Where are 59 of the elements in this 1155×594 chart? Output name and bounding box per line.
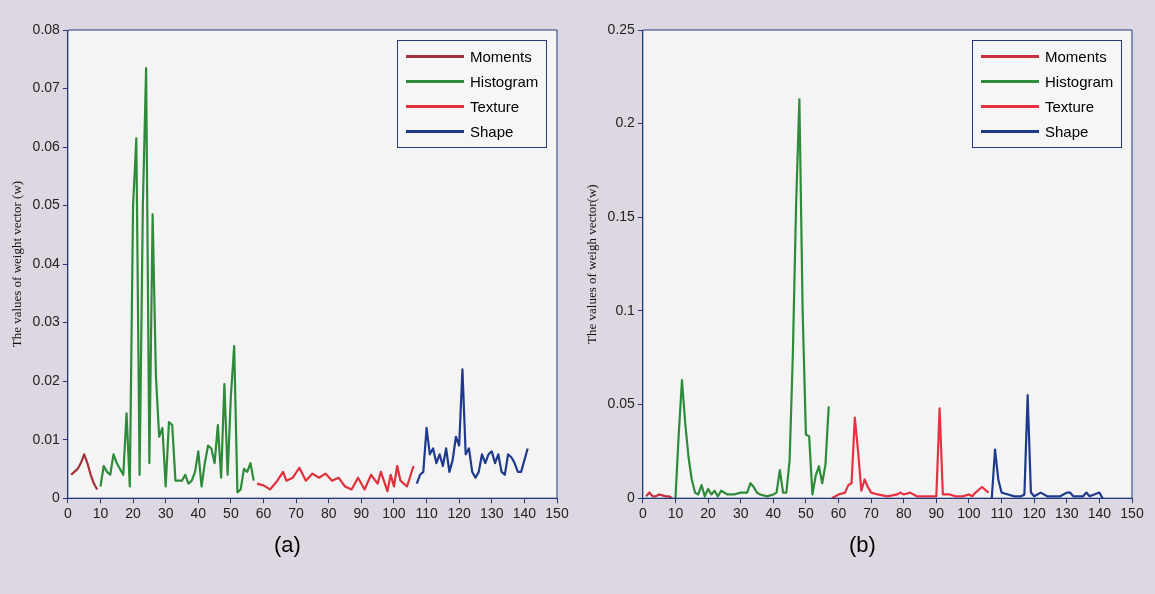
x-tick-label: 80 — [320, 505, 337, 522]
y-tick-label: 0.25 — [607, 20, 636, 37]
x-tick-label: 10 — [92, 505, 109, 522]
x-tick-label: 90 — [928, 505, 945, 522]
y-tick-label: 0.1 — [615, 301, 636, 318]
x-tick-label: 140 — [512, 505, 537, 522]
x-tick-label: 110 — [990, 505, 1013, 522]
x-tick-label: 70 — [288, 505, 305, 522]
y-tick-label: 0 — [52, 489, 61, 506]
x-tick-label: 20 — [700, 505, 717, 522]
x-tick-label: 130 — [480, 505, 504, 522]
y-tick-label: 0.04 — [32, 254, 61, 271]
legend-label: Shape — [469, 122, 515, 142]
legend-label: Texture — [1044, 97, 1096, 117]
y-tick-label: 0.07 — [32, 79, 61, 96]
y-tick-label: 0.08 — [32, 20, 61, 37]
legend-label: Moments — [1044, 47, 1108, 67]
x-tick-label: 60 — [830, 505, 847, 522]
text: (a) — [273, 532, 302, 558]
x-tick-label: 50 — [798, 505, 814, 522]
x-tick-label: 150 — [1120, 505, 1144, 522]
x-tick-label: 50 — [223, 505, 239, 522]
legend-label: Moments — [469, 47, 533, 67]
x-tick-label: 150 — [545, 505, 569, 522]
x-tick-label: 60 — [255, 505, 272, 522]
y-tick-label: 0 — [627, 489, 636, 506]
x-tick-label: 80 — [895, 505, 912, 522]
x-tick-label: 70 — [863, 505, 880, 522]
y-axis-title: The values of weigh vector(w) — [584, 184, 600, 344]
y-tick-label: 0.2 — [615, 114, 636, 131]
x-tick-label: 10 — [667, 505, 684, 522]
y-tick-label: 0.05 — [607, 395, 636, 412]
y-tick-label: 0.06 — [32, 137, 61, 154]
legend-label: Histogram — [1044, 72, 1114, 92]
x-tick-label: 40 — [190, 505, 207, 522]
y-tick-label: 0.05 — [32, 196, 61, 213]
x-tick-label: 0 — [638, 505, 647, 522]
x-tick-label: 120 — [447, 505, 472, 522]
x-tick-label: 120 — [1022, 505, 1047, 522]
y-tick-label: 0.15 — [607, 208, 636, 225]
legend-label: Histogram — [469, 72, 539, 92]
x-tick-label: 140 — [1087, 505, 1112, 522]
y-tick-label: 0.02 — [32, 372, 61, 389]
x-tick-label: 0 — [63, 505, 72, 522]
x-tick-label: 130 — [1055, 505, 1079, 522]
x-tick-label: 110 — [415, 505, 438, 522]
x-tick-label: 40 — [765, 505, 782, 522]
x-tick-label: 20 — [125, 505, 142, 522]
x-tick-label: 30 — [732, 505, 749, 522]
x-tick-label: 100 — [957, 505, 981, 522]
x-tick-label: 100 — [382, 505, 406, 522]
y-tick-label: 0.03 — [32, 313, 61, 330]
y-tick-label: 0.01 — [32, 430, 61, 447]
x-tick-label: 90 — [353, 505, 370, 522]
text: (b) — [848, 532, 877, 558]
y-axis-title: The values of weight vector (w) — [9, 180, 25, 348]
legend-label: Shape — [1044, 122, 1090, 142]
legend-label: Texture — [469, 97, 521, 117]
x-tick-label: 30 — [157, 505, 174, 522]
